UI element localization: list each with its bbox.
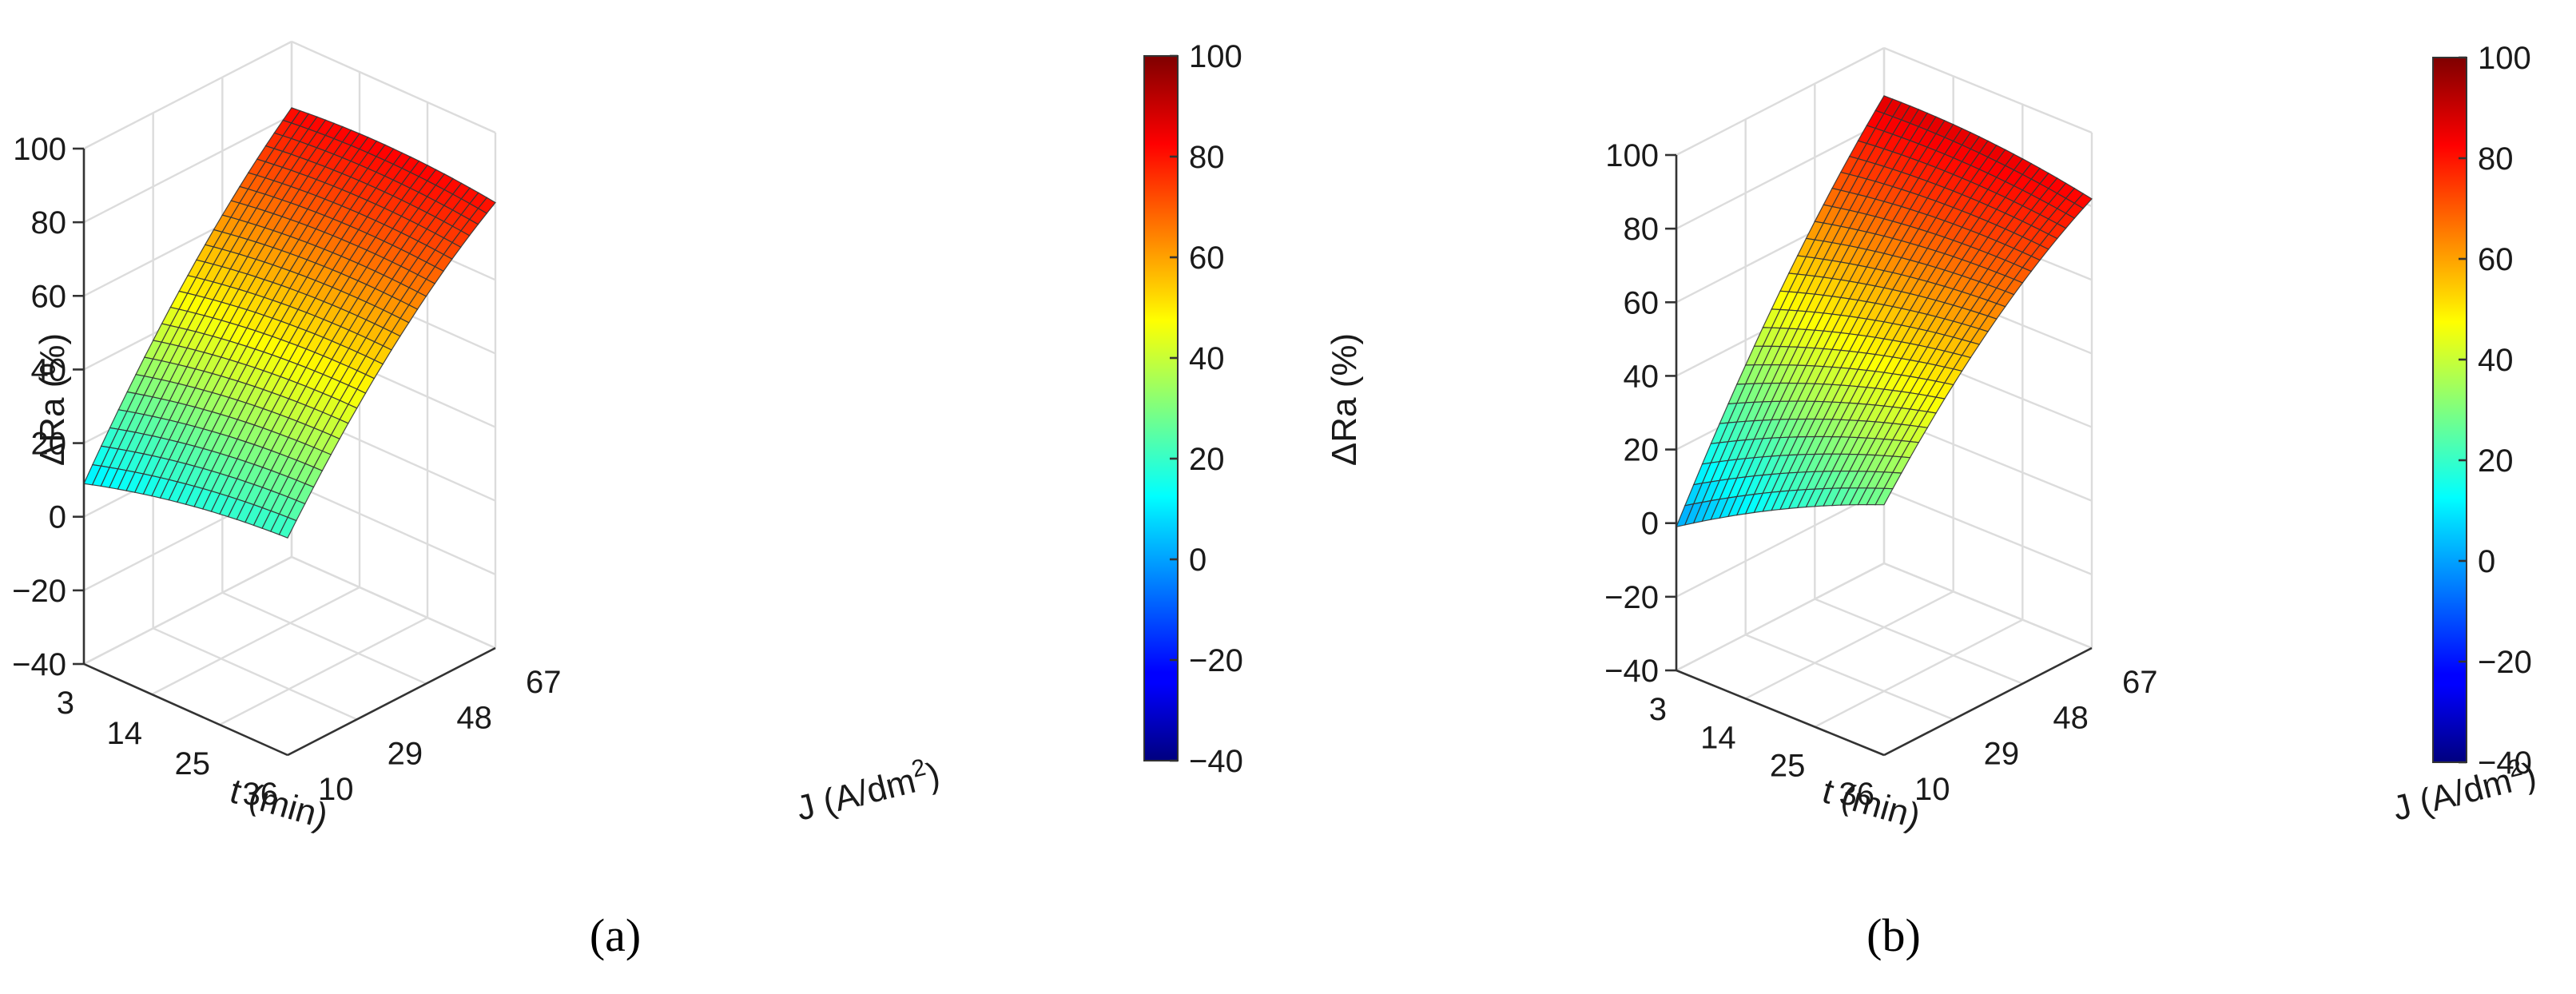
colorbar-tick-label: 20 [1189, 442, 1225, 477]
t-tick-label: 25 [175, 746, 211, 781]
colorbar-tick-label: −20 [1189, 643, 1243, 678]
colorbar-tick-label: 100 [2478, 41, 2531, 76]
z-axis-label: ΔRa (%) [1325, 333, 1364, 466]
j-tick-label: 10 [1914, 772, 1950, 807]
colorbar-tick-label: 40 [2478, 343, 2514, 378]
t-axis-line [1676, 669, 1885, 757]
t-tick-label: 3 [1649, 692, 1667, 727]
floor-gridline-j [153, 627, 358, 721]
floor-gridline-t [219, 616, 428, 726]
colorbar-tick-label: 60 [2478, 242, 2514, 277]
wall-gridline-z [83, 555, 292, 666]
z-tick-label: 20 [1624, 433, 1660, 468]
wall-gridline-z [1676, 46, 1885, 157]
colorbar-tick-label: 0 [2478, 544, 2495, 579]
tick-labels: −40 −20 0 20 40 60 80 100 3 14 25 36 10 29 48 67 [1604, 138, 2157, 812]
t-tick-label: 25 [1770, 749, 1806, 784]
floor-gridline-t [1814, 618, 2023, 728]
z-tick-label: 60 [1624, 285, 1660, 320]
z-tick-label: 100 [13, 132, 66, 167]
colorbar: −40 −20 0 20 40 60 80 100 [1143, 39, 1243, 779]
z-tick-label: −20 [1604, 580, 1659, 615]
wall-gridline-z [1883, 488, 2093, 575]
wall-gridline-z [1676, 121, 1885, 230]
chart-panel-a: −40 −20 0 20 40 60 80 100 3 14 25 36 10 29 48 67 ΔRa (%… [12, 39, 1243, 961]
t-tick-label: 14 [1700, 720, 1736, 755]
z-tick-label: −40 [1604, 654, 1659, 689]
colorbar-gradient [2432, 57, 2467, 763]
z-tick-label: −20 [12, 574, 66, 609]
wall-gridline-z [83, 114, 292, 224]
surface-cell [1874, 487, 1894, 506]
wall-gridline-z [1676, 488, 1885, 598]
colorbar-tick-label: −40 [1189, 744, 1243, 779]
y-axis-label: J (A/dm2) [792, 751, 944, 829]
wall-gridline-z [1883, 562, 2093, 650]
colorbar-tick-label: −40 [2478, 746, 2532, 781]
j-tick-label: 48 [456, 701, 492, 736]
colorbar-tick-label: 60 [1189, 241, 1225, 276]
z-tick-label: 80 [1624, 212, 1660, 247]
wall-gridline-z [1676, 562, 1885, 672]
panel-label-a: (a) [590, 909, 641, 961]
z-tick-label: 0 [49, 500, 66, 535]
j-tick-label: 10 [318, 772, 354, 807]
wall-gridline-z [291, 555, 496, 650]
j-tick-label: 29 [388, 736, 423, 771]
j-axis-line [1883, 646, 2093, 757]
colorbar-tick-label: 80 [1189, 140, 1225, 175]
t-tick-label: 3 [57, 686, 74, 721]
colorbar: −40 −20 0 20 40 60 80 100 [2432, 41, 2532, 781]
colorbar-tick-label: −20 [2478, 645, 2532, 680]
z-tick-label: 40 [1624, 359, 1660, 394]
floor-gridline-j [1745, 634, 1954, 721]
colorbar-gradient [1143, 55, 1179, 761]
surface-cell [278, 516, 297, 539]
wall-gridline-z [83, 40, 292, 150]
colorbar-tick-label: 40 [1189, 341, 1225, 376]
panel-label-b: (b) [1866, 909, 1921, 961]
z-tick-label: 100 [1605, 138, 1659, 173]
j-tick-label: 67 [526, 665, 562, 700]
axes-lines [1675, 155, 2093, 757]
x-axis-label: t (min) [225, 771, 332, 836]
j-axis-line [287, 646, 496, 757]
floor-gridline-j [1814, 598, 2023, 685]
y-axis-label-main: J (A/dm [793, 761, 920, 829]
z-axis-label: ΔRa (%) [33, 333, 72, 466]
j-tick-label: 67 [2122, 665, 2158, 700]
tick-labels: −40 −20 0 20 40 60 80 100 3 14 25 36 10 29 48 67 [12, 132, 561, 812]
colorbar-tick-label: 20 [2478, 443, 2514, 479]
t-axis-line [83, 662, 288, 757]
floor-gridline-t [151, 586, 360, 696]
t-tick-label: 36 [243, 777, 279, 812]
j-tick-label: 29 [1984, 736, 2020, 771]
response-surface [1676, 95, 2093, 528]
t-tick-label: 36 [1839, 777, 1875, 812]
wall-gridline-z [291, 40, 496, 134]
z-tick-label: 20 [31, 427, 67, 462]
wall-gridline-z [291, 482, 496, 575]
colorbar-tick-label: 100 [1189, 39, 1242, 74]
response-surface [83, 107, 496, 539]
chart-panel-b: −40 −20 0 20 40 60 80 100 3 14 25 36 10 29 48 67 ΔRa (%… [1325, 41, 2540, 961]
floor-gridline-j [221, 591, 427, 685]
z-tick-label: 40 [31, 352, 67, 388]
floor-gridline-t [1745, 590, 1954, 700]
z-tick-label: 0 [1641, 507, 1659, 542]
z-tick-label: 80 [31, 205, 67, 241]
j-tick-label: 48 [2053, 701, 2089, 736]
colorbar-tick-label: 0 [1189, 543, 1207, 578]
t-tick-label: 14 [107, 716, 143, 751]
z-tick-label: 60 [31, 279, 67, 314]
colorbar-tick-label: 80 [2478, 141, 2514, 177]
wall-gridline-z [1883, 46, 2093, 134]
axes-lines [82, 149, 496, 757]
z-tick-label: −40 [12, 647, 66, 682]
